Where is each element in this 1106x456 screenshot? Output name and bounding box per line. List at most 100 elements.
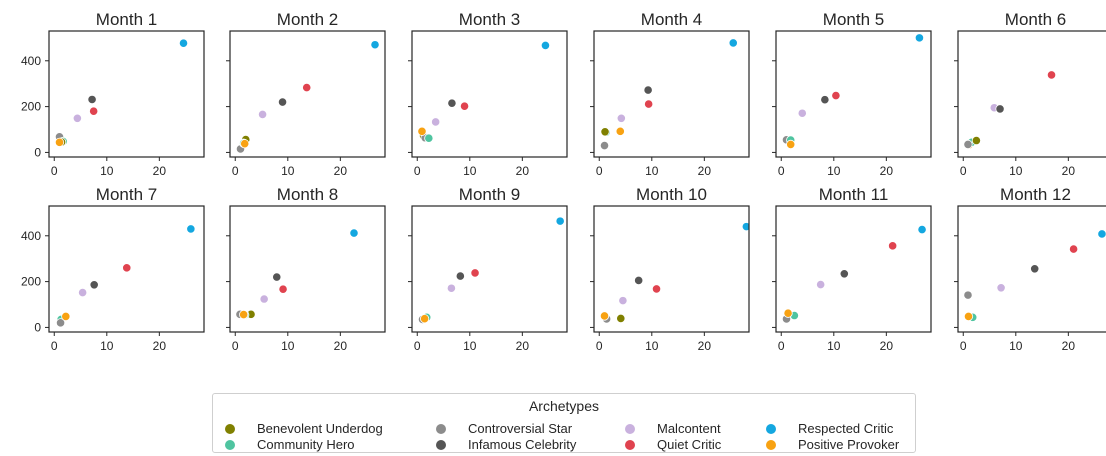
data-point — [424, 133, 434, 143]
legend-swatch-benevolent-underdog — [225, 424, 235, 434]
data-point — [1097, 229, 1106, 239]
y-tick-label: 200 — [21, 100, 41, 114]
data-point — [839, 269, 849, 279]
data-point — [971, 135, 981, 146]
data-point — [55, 318, 66, 328]
y-tick-label: 400 — [21, 54, 41, 68]
legend-label: Positive Provoker — [798, 437, 900, 452]
points-layer — [963, 44, 1106, 150]
axes-frame — [411, 30, 568, 158]
points-layer — [55, 224, 196, 328]
data-point — [599, 140, 610, 151]
y-tick-label: 0 — [34, 145, 41, 159]
data-point — [888, 241, 898, 251]
points-layer — [599, 222, 749, 324]
data-point — [599, 311, 610, 321]
x-tick-label: 0 — [51, 164, 58, 178]
x-tick-label: 10 — [1009, 164, 1023, 178]
data-point — [783, 308, 793, 318]
x-tick-label: 0 — [778, 164, 785, 178]
x-tick-label: 20 — [698, 339, 712, 353]
data-point — [917, 224, 927, 235]
legend-title: Archetypes — [528, 398, 600, 414]
data-point — [72, 113, 82, 123]
legend-label: Benevolent Underdog — [257, 421, 383, 436]
facet-panel: Month 5 0 10 20 — [772, 10, 932, 178]
legend-label: Quiet Critic — [657, 437, 722, 452]
data-point — [600, 127, 610, 137]
axes-frame — [957, 30, 1106, 158]
legend-swatch-community-hero — [225, 440, 235, 450]
panel-title: Month 3 — [459, 10, 520, 29]
data-point — [278, 284, 288, 294]
data-point — [555, 216, 565, 226]
x-tick-label: 0 — [414, 339, 421, 353]
data-point — [420, 314, 430, 324]
points-layer — [54, 38, 189, 147]
data-point — [644, 99, 654, 109]
data-point — [914, 33, 925, 43]
points-layer — [599, 38, 738, 151]
points-layer — [963, 229, 1106, 322]
axes-frame — [775, 30, 932, 158]
points-layer — [417, 216, 565, 324]
data-point — [431, 117, 441, 127]
data-point — [455, 271, 465, 281]
points-layer — [235, 40, 380, 154]
axes-frame — [593, 30, 750, 158]
x-tick-label: 20 — [1062, 164, 1076, 178]
data-point — [963, 311, 974, 322]
facet-panel: Month 1 0 200 400 0 10 20 — [21, 10, 205, 178]
legend: Archetypes Benevolent Underdog Community… — [212, 393, 916, 453]
x-tick-label: 20 — [1062, 339, 1076, 353]
facet-panel: Month 8 0 10 20 — [226, 185, 386, 353]
axes-frame — [775, 205, 932, 333]
x-tick-label: 10 — [463, 164, 477, 178]
x-tick-label: 0 — [596, 339, 603, 353]
x-tick-label: 20 — [516, 164, 530, 178]
panel-title: Month 7 — [96, 185, 157, 204]
panel-title: Month 12 — [1000, 185, 1071, 204]
panel-title: Month 10 — [636, 185, 707, 204]
data-point — [1068, 244, 1079, 254]
x-tick-label: 20 — [153, 339, 167, 353]
facet-panel: Month 4 0 10 20 — [590, 10, 750, 178]
data-point — [447, 98, 457, 108]
x-tick-label: 0 — [232, 339, 239, 353]
legend-label: Controversial Star — [468, 421, 573, 436]
x-tick-label: 0 — [51, 339, 58, 353]
data-point — [259, 294, 269, 304]
data-point — [643, 85, 653, 95]
data-point — [178, 38, 189, 48]
data-point — [470, 268, 480, 278]
panel-title: Month 8 — [277, 185, 338, 204]
data-point — [417, 126, 427, 136]
x-tick-label: 0 — [960, 339, 967, 353]
data-point — [349, 228, 359, 238]
data-point — [831, 91, 841, 101]
axes-frame — [411, 205, 568, 333]
data-point — [87, 94, 97, 105]
axes-frame — [229, 30, 386, 158]
points-layer — [235, 228, 359, 320]
data-point — [820, 95, 830, 105]
x-tick-label: 10 — [463, 339, 477, 353]
data-point — [786, 139, 796, 149]
facet-panel: Month 6 0 10 20 — [954, 10, 1106, 178]
facet-panel: Month 7 0 200 400 0 10 20 — [21, 185, 205, 353]
x-tick-label: 0 — [596, 164, 603, 178]
data-point — [1030, 264, 1040, 274]
facet-panel: Month 12 0 10 20 — [954, 185, 1106, 353]
legend-label: Community Hero — [257, 437, 355, 452]
x-tick-label: 0 — [414, 164, 421, 178]
data-point — [61, 311, 71, 322]
panel-title: Month 2 — [277, 10, 338, 29]
y-tick-label: 0 — [34, 320, 41, 334]
x-tick-label: 10 — [827, 339, 841, 353]
x-tick-label: 10 — [1009, 339, 1023, 353]
data-point — [634, 275, 644, 286]
facet-panel: Month 2 0 10 20 — [226, 10, 386, 178]
data-point — [239, 309, 249, 320]
